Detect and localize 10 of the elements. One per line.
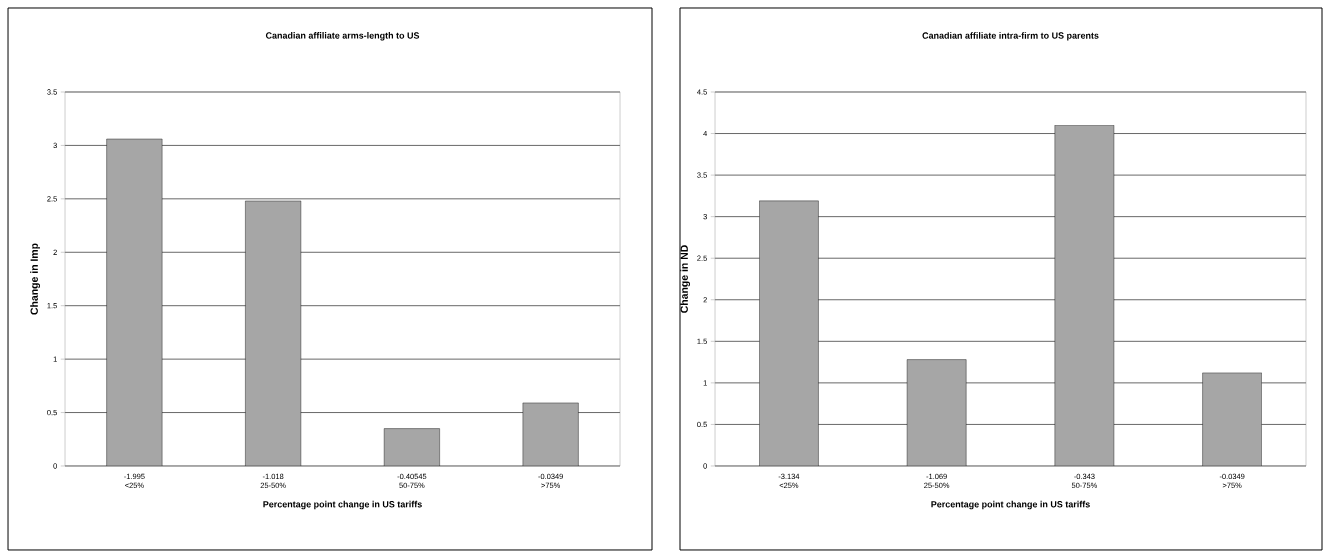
x-axis-title: Percentage point change in US tariffs (931, 500, 1090, 510)
bar (106, 138, 163, 466)
bar (522, 402, 579, 466)
chart-title: Canadian affiliate intra-firm to US parents (922, 32, 1099, 41)
chart-title: Canadian affiliate arms-length to US (265, 32, 420, 41)
bar (383, 428, 440, 466)
y-axis-title: Change in Imp (30, 243, 41, 315)
x-axis-title: Percentage point change in US tariffs (263, 500, 422, 510)
y-axis-title: Change in ND (680, 245, 691, 313)
bar (245, 200, 302, 466)
